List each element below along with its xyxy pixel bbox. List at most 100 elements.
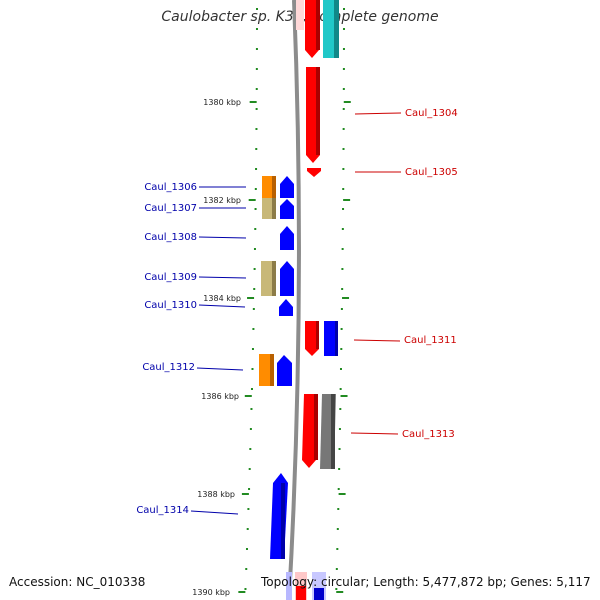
label-caul-1304[interactable]: Caul_1304 — [405, 108, 458, 119]
gene-caul-1308[interactable] — [280, 226, 294, 250]
label-caul-1305[interactable]: Caul_1305 — [405, 167, 458, 178]
scale-tick — [336, 548, 339, 550]
scale-tick — [338, 448, 341, 450]
scale-tick — [342, 168, 345, 170]
scale-tick — [255, 68, 258, 70]
scale-tick — [252, 308, 255, 310]
scale-label-1388: 1388 kbp — [197, 490, 235, 499]
scale-tick — [254, 188, 257, 190]
scale-tick — [340, 348, 343, 350]
genome-summary-text: Topology: circular; Length: 5,477,872 bp… — [261, 575, 591, 589]
scale-label-1382: 1382 kbp — [203, 196, 241, 205]
scale-tick — [340, 308, 343, 310]
scale-tick — [248, 488, 251, 490]
scale-tick — [342, 88, 345, 90]
scale-tick — [342, 188, 345, 190]
scale-tick — [338, 428, 341, 430]
label-caul-1310[interactable]: Caul_1310 — [144, 300, 197, 311]
gene-caul-1313-companion — [320, 394, 336, 469]
scale-tick — [335, 568, 338, 570]
scale-tick — [255, 108, 258, 110]
scale-tick — [337, 488, 340, 490]
label-caul-1313[interactable]: Caul_1313 — [402, 429, 455, 440]
scale-ticks — [238, 8, 351, 593]
scale-tick — [341, 248, 344, 250]
label-caul-1311[interactable]: Caul_1311 — [404, 335, 457, 346]
label-caul-1309[interactable]: Caul_1309 — [144, 272, 197, 283]
gene-caul-1310[interactable] — [279, 299, 293, 316]
scale-tick — [246, 528, 249, 530]
scale-tick — [255, 148, 258, 150]
scale-tick — [335, 588, 338, 590]
scale-tick — [249, 448, 252, 450]
scale-tick — [255, 28, 258, 30]
scale-tick — [254, 228, 257, 230]
scale-tick — [252, 328, 255, 330]
scale-tick — [342, 28, 345, 30]
scale-tick — [248, 199, 256, 201]
scale-tick — [255, 88, 258, 90]
scale-tick — [342, 208, 345, 210]
scale-tick — [336, 591, 344, 593]
scale-tick — [251, 348, 254, 350]
top-partial-features — [296, 0, 339, 58]
scale-tick — [341, 288, 344, 290]
scale-tick — [249, 428, 252, 430]
scale-tick — [342, 297, 350, 299]
scale-tick — [253, 268, 256, 270]
scale-tick — [342, 128, 345, 130]
scale-tick — [342, 68, 345, 70]
gene-caul-1304[interactable] — [306, 67, 320, 163]
scale-tick — [338, 468, 341, 470]
label-caul-1308[interactable]: Caul_1308 — [144, 232, 197, 243]
scale-tick — [343, 199, 351, 201]
gene-caul-1306[interactable] — [262, 176, 294, 198]
scale-tick — [338, 493, 346, 495]
gene-caul-1312[interactable] — [259, 354, 292, 386]
scale-tick — [253, 248, 256, 250]
scale-label-1386: 1386 kbp — [201, 392, 239, 401]
scale-tick — [244, 395, 252, 397]
scale-tick — [247, 508, 250, 510]
bottom-partial-features — [286, 572, 326, 600]
scale-label-1390: 1390 kbp — [192, 588, 230, 597]
scale-tick — [255, 8, 258, 10]
scale-tick — [340, 395, 348, 397]
scale-tick — [245, 568, 248, 570]
scale-tick — [337, 508, 340, 510]
scale-tick — [255, 128, 258, 130]
scale-tick — [341, 268, 344, 270]
scale-tick — [244, 588, 247, 590]
gene-caul-1311[interactable] — [305, 321, 319, 356]
label-caul-1312[interactable]: Caul_1312 — [142, 362, 195, 373]
scale-tick — [248, 468, 251, 470]
scale-tick — [249, 101, 257, 103]
label-caul-1306[interactable]: Caul_1306 — [144, 182, 197, 193]
label-caul-1314[interactable]: Caul_1314 — [136, 505, 189, 516]
gene-caul-1311-companion — [324, 321, 338, 356]
genome-backbone — [287, 0, 301, 600]
scale-tick — [253, 288, 256, 290]
scale-tick — [255, 48, 258, 50]
scale-tick — [254, 208, 257, 210]
scale-label-1380: 1380 kbp — [203, 98, 241, 107]
scale-tick — [341, 228, 344, 230]
scale-tick — [255, 168, 258, 170]
gene-caul-1307[interactable] — [262, 198, 294, 219]
scale-tick — [342, 148, 345, 150]
scale-tick — [342, 48, 345, 50]
scale-tick — [342, 108, 345, 110]
scale-tick — [250, 408, 253, 410]
scale-tick — [245, 548, 248, 550]
scale-tick — [343, 101, 351, 103]
scale-tick — [241, 493, 249, 495]
label-caul-1307[interactable]: Caul_1307 — [144, 203, 197, 214]
accession-text: Accession: NC_010338 — [9, 575, 146, 589]
gene-caul-1313[interactable] — [302, 394, 318, 468]
scale-tick — [238, 591, 246, 593]
gene-caul-1305[interactable] — [307, 168, 321, 177]
gene-caul-1309[interactable] — [261, 261, 294, 296]
scale-tick — [342, 8, 345, 10]
scale-tick — [336, 528, 339, 530]
gene-caul-1314[interactable] — [270, 473, 288, 559]
